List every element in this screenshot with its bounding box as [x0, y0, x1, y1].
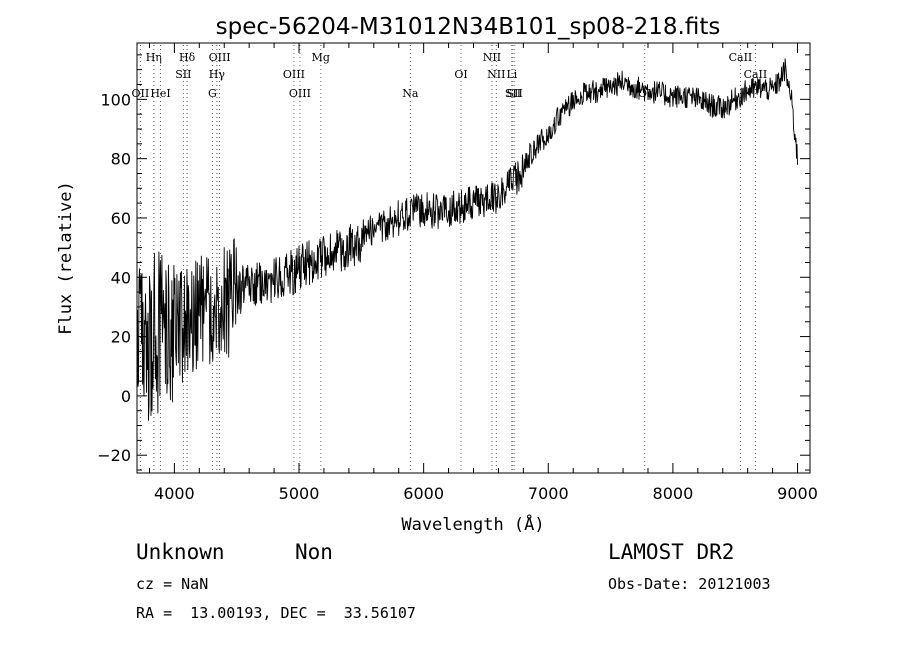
y-tick-label: 100 [100, 90, 131, 109]
x-tick-label: 6000 [403, 484, 444, 503]
line-label: Mg [312, 51, 330, 64]
survey-name: LAMOST DR2 [608, 540, 735, 564]
spectrum-series [136, 58, 798, 421]
line-label: OIII [289, 87, 311, 100]
y-tick-label: −20 [97, 446, 131, 465]
line-label: HeI [150, 87, 170, 100]
spectrum-line [136, 58, 798, 421]
y-tick-label: 80 [111, 150, 131, 169]
x-tick-label: 8000 [653, 484, 694, 503]
line-label: OII [132, 87, 150, 100]
y-tick-label: 0 [121, 387, 131, 406]
y-axis-label: Flux (relative) [56, 181, 76, 335]
line-label: Hη [146, 51, 162, 64]
y-tick-label: 60 [111, 209, 131, 228]
line-label: Hδ [179, 51, 196, 64]
line-label: G [208, 87, 217, 100]
line-label: OI [454, 68, 467, 81]
x-axis-label: Wavelength (Å) [401, 513, 544, 535]
object-class: Unknown [136, 540, 225, 564]
spectral-line-markers: OII Hη HeI Hδ SII OIII Hγ G OIII OIII Mg Na OI NII NII… [132, 45, 768, 471]
observation-date: Obs-Date: 20121003 [608, 575, 771, 593]
axes: 4000 5000 6000 7000 8000 9000 −20 0 20 40 60 80 100 [97, 43, 818, 503]
y-tick-label: 40 [111, 268, 131, 287]
x-tick-label: 4000 [154, 484, 195, 503]
x-tick-label: 9000 [777, 484, 818, 503]
line-label: CaII [729, 51, 753, 64]
coordinates: RA = 13.00193, DEC = 33.56107 [136, 604, 416, 622]
line-label: OIII [283, 68, 305, 81]
line-label: SII [175, 68, 191, 81]
x-tick-label: 5000 [279, 484, 320, 503]
redshift-cz: cz = NaN [136, 575, 209, 593]
chart-title: spec-56204-M31012N34B101_sp08-218.fits [216, 14, 721, 40]
line-label: Li [506, 68, 517, 81]
line-label: NII [487, 68, 505, 81]
object-subclass: Non [295, 540, 333, 564]
y-tick-label: 20 [111, 328, 131, 347]
line-label: OIII [209, 51, 231, 64]
x-tick-label: 7000 [528, 484, 569, 503]
line-label: SII [507, 87, 523, 100]
line-label: NII [483, 51, 501, 64]
line-label: SII [505, 87, 521, 100]
line-label: CaII [744, 68, 768, 81]
line-label: Hγ [209, 68, 226, 81]
line-label: Na [402, 87, 419, 100]
